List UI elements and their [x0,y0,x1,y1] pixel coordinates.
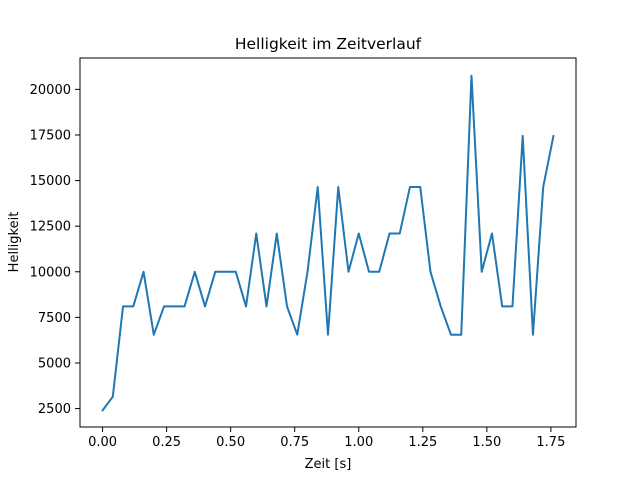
y-axis-ticks: 2500 5000 7500 10000 12500 15000 17500 20000 [30,83,80,417]
y-tick-label: 7500 [38,311,71,326]
chart-title: Helligkeit im Zeitverlauf [235,35,422,53]
y-tick-label: 15000 [30,174,71,189]
x-tick-label: 1.00 [344,435,373,450]
x-tick-label: 0.75 [280,435,309,450]
x-tick-label: 0.00 [88,435,117,450]
y-axis-label: Helligkeit [7,212,22,273]
x-tick-label: 1.50 [472,435,501,450]
y-tick-label: 5000 [38,356,71,371]
y-tick-label: 10000 [30,265,71,280]
x-tick-label: 1.25 [408,435,437,450]
plot-area-frame [79,57,577,428]
y-tick-label: 20000 [30,83,71,98]
x-tick-label: 1.75 [536,435,565,450]
x-tick-label: 0.50 [216,435,245,450]
x-axis-ticks: 0.00 0.25 0.50 0.75 1.00 1.25 1.50 1.75 [88,427,565,450]
series-line [101,74,555,412]
x-tick-label: 0.25 [152,435,181,450]
y-tick-label: 12500 [30,220,71,235]
y-tick-label: 2500 [38,402,71,417]
y-tick-label: 17500 [30,128,71,143]
x-axis-label: Zeit [s] [305,457,352,472]
